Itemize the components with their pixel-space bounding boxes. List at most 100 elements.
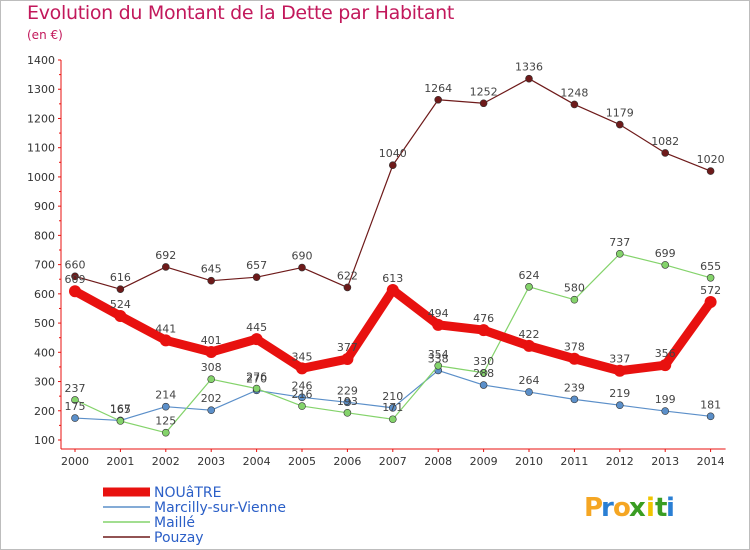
data-label: 622: [337, 269, 358, 282]
data-point: [661, 261, 670, 269]
data-point: [386, 284, 399, 297]
data-label: 401: [201, 334, 222, 347]
y-tick-label: 300: [34, 376, 55, 389]
data-label: 1020: [697, 153, 725, 166]
y-tick-label: 100: [34, 434, 55, 447]
x-tick-label: 2001: [106, 455, 134, 468]
data-point: [69, 285, 81, 298]
data-label: 237: [65, 382, 86, 395]
data-point: [525, 74, 533, 83]
data-label: 378: [564, 341, 585, 354]
data-point: [162, 428, 170, 437]
data-label: 1040: [379, 147, 407, 160]
data-point: [661, 149, 670, 157]
data-point: [114, 310, 127, 323]
data-point: [525, 388, 533, 396]
y-tick-label: 400: [34, 346, 55, 359]
y-tick-label: 1000: [27, 171, 55, 184]
x-tick-label: 2008: [424, 455, 452, 468]
data-point: [207, 406, 215, 414]
brand-letter: i: [646, 493, 655, 523]
data-label: 737: [609, 236, 630, 249]
data-point: [523, 339, 535, 352]
data-point: [343, 398, 352, 407]
data-point: [388, 415, 397, 424]
data-label: 210: [382, 390, 403, 403]
data-label: 338: [428, 352, 449, 365]
legend-label: Marcilly-sur-Vienne: [154, 500, 286, 516]
data-label: 476: [473, 312, 494, 325]
data-label: 616: [110, 271, 131, 284]
data-point: [704, 296, 717, 309]
data-point: [116, 417, 125, 425]
data-label: 645: [201, 263, 222, 276]
x-tick-label: 2014: [697, 455, 725, 468]
y-tick-label: 1300: [27, 83, 55, 96]
data-point: [477, 324, 490, 337]
data-label: 655: [700, 260, 721, 273]
y-tick-label: 1200: [27, 112, 55, 125]
data-label: 354: [428, 348, 449, 361]
brand-letter: t: [655, 493, 667, 523]
x-tick-label: 2013: [651, 455, 679, 468]
data-label: 690: [292, 250, 313, 263]
data-point: [205, 346, 218, 359]
data-label: 1264: [424, 82, 452, 95]
brand-letter: r: [601, 493, 614, 523]
series-layer: [69, 74, 717, 437]
data-label: 125: [155, 415, 176, 428]
data-point: [479, 368, 488, 377]
data-point: [432, 318, 445, 331]
data-label: 337: [609, 353, 630, 366]
data-label: 199: [655, 393, 676, 406]
data-point: [162, 263, 170, 271]
data-point: [570, 395, 579, 404]
series-2: [71, 250, 715, 437]
data-point: [479, 381, 488, 389]
data-label: 1252: [470, 85, 498, 98]
data-point: [296, 362, 308, 375]
data-point: [341, 353, 354, 366]
data-label: 572: [700, 284, 721, 297]
data-label: 264: [519, 374, 540, 387]
legend-label: NOUâTRE: [154, 485, 221, 501]
data-label: 613: [382, 272, 403, 285]
data-label: 657: [246, 259, 267, 272]
data-label: 1336: [515, 61, 543, 74]
series-3: [71, 74, 715, 293]
data-label: 345: [292, 350, 313, 363]
data-label: 330: [473, 355, 494, 368]
x-tick-label: 2004: [243, 455, 271, 468]
data-label: 276: [246, 371, 267, 384]
data-point: [479, 99, 488, 108]
data-label: 445: [246, 321, 267, 334]
data-label: 624: [519, 269, 540, 282]
data-point: [661, 407, 670, 415]
x-tick-label: 2011: [560, 455, 588, 468]
x-tick-label: 2006: [333, 455, 361, 468]
y-tick-label: 800: [34, 229, 55, 242]
brand-letter: P: [584, 493, 603, 523]
data-labels: 660 616 692 645 657 690 622 1040 1264 1252 1336 124…: [65, 61, 725, 428]
data-point: [706, 412, 715, 421]
x-tick-label: 2010: [515, 455, 543, 468]
chart-subtitle: (en €): [27, 28, 63, 42]
data-label: 270: [246, 372, 267, 385]
x-tick-label: 2005: [288, 455, 316, 468]
data-point: [71, 396, 79, 404]
y-tick-label: 500: [34, 317, 55, 330]
data-point: [613, 364, 626, 377]
data-label: 229: [337, 384, 358, 397]
data-label: 167: [110, 402, 131, 415]
x-tick-label: 2012: [606, 455, 634, 468]
y-tick-label: 700: [34, 259, 55, 272]
legend-label: Pouzay: [154, 530, 204, 546]
data-point: [706, 273, 715, 282]
x-tick-label: 2000: [61, 455, 89, 468]
data-point: [570, 100, 579, 109]
data-label: 288: [473, 367, 494, 380]
data-point: [116, 285, 125, 293]
data-label: 660: [65, 258, 86, 271]
